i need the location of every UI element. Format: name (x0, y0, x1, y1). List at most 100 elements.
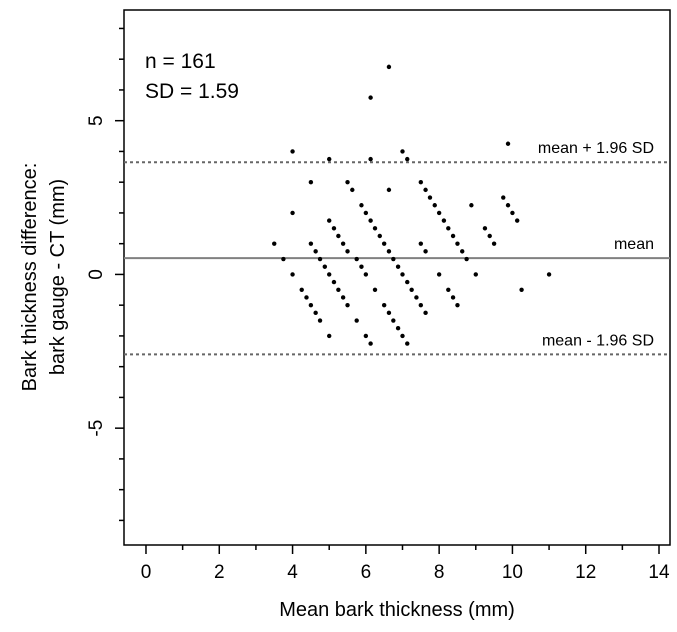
data-point (345, 249, 350, 254)
data-point (345, 179, 350, 185)
data-point (446, 287, 451, 292)
ref-line-label: mean (614, 236, 654, 253)
stat-n: n = 161 (145, 50, 216, 73)
data-point (354, 256, 359, 262)
data-point (418, 302, 424, 308)
data-point (400, 272, 405, 277)
data-point (322, 264, 328, 269)
data-point (423, 310, 428, 316)
data-point (340, 241, 346, 246)
data-point (514, 218, 520, 223)
data-point (405, 341, 410, 346)
x-axis-ticks: 0 2 4 6 8 10 12 14 (141, 545, 670, 583)
ref-line-label: mean + 1.96 SD (538, 140, 654, 157)
x-axis-label: Mean bark thickness (mm) (279, 599, 515, 621)
data-point (395, 326, 401, 331)
x-tick-label: 2 (214, 562, 225, 583)
y-tick-label: 5 (86, 115, 107, 126)
y-axis-label-line2: bark gauge - CT (mm) (47, 179, 69, 375)
data-point (414, 295, 419, 300)
data-point (473, 272, 478, 277)
data-point (441, 218, 447, 223)
data-point (308, 179, 314, 185)
x-tick-label: 10 (502, 562, 523, 583)
reference-lines: mean + 1.96 SD mean mean - 1.96 SD (124, 140, 670, 356)
data-point (372, 226, 378, 231)
x-tick-label: 8 (434, 562, 445, 583)
data-point (354, 318, 359, 323)
data-point (363, 272, 369, 277)
data-point (290, 210, 295, 216)
data-point (423, 187, 428, 193)
data-point (427, 195, 433, 200)
data-point (409, 287, 414, 292)
data-point (400, 149, 405, 154)
data-point (464, 256, 469, 262)
data-point (395, 264, 401, 269)
data-point (460, 249, 465, 254)
data-point (487, 233, 492, 239)
data-point (368, 341, 373, 346)
data-point (510, 210, 515, 216)
data-point (327, 156, 332, 162)
data-point (368, 95, 373, 100)
data-point (400, 333, 405, 339)
data-point (469, 203, 474, 208)
data-point (505, 203, 511, 208)
ref-line-label: mean - 1.96 SD (542, 332, 654, 349)
data-point (368, 156, 373, 162)
data-point (386, 310, 392, 316)
data-point (546, 272, 552, 277)
data-point (317, 256, 323, 262)
data-point (272, 241, 277, 246)
data-point (317, 318, 323, 323)
x-tick-label: 6 (361, 562, 372, 583)
data-point (418, 179, 424, 185)
y-tick-label: -5 (86, 420, 107, 437)
data-point (299, 287, 304, 292)
data-point (350, 187, 355, 193)
data-point (359, 264, 364, 269)
y-axis-ticks: -5 0 5 (86, 27, 124, 522)
data-point (327, 272, 332, 277)
data-point (381, 302, 387, 308)
data-point (331, 226, 337, 231)
data-point (377, 233, 382, 239)
data-point (405, 279, 410, 285)
plot-frame (123, 9, 671, 546)
data-point (363, 333, 369, 339)
data-point (336, 287, 341, 292)
data-point (304, 295, 309, 300)
data-point (308, 302, 314, 308)
data-point (331, 279, 337, 285)
y-tick-label: 0 (86, 269, 107, 280)
stat-sd: SD = 1.59 (145, 80, 239, 103)
data-point (336, 233, 341, 239)
data-point (391, 256, 396, 262)
data-point (455, 302, 460, 308)
data-point (491, 241, 497, 246)
data-point (482, 226, 488, 231)
data-point (313, 249, 318, 254)
data-point (519, 287, 524, 292)
data-point (386, 64, 392, 70)
data-point (308, 241, 314, 246)
x-tick-label: 12 (575, 562, 596, 583)
data-point (313, 310, 318, 316)
data-point (368, 218, 373, 223)
data-points (272, 64, 552, 346)
data-point (340, 295, 346, 300)
data-point (327, 333, 332, 339)
data-point (363, 210, 369, 216)
data-point (381, 241, 387, 246)
data-point (386, 187, 392, 193)
data-point (436, 272, 442, 277)
data-point (505, 141, 511, 146)
data-point (446, 226, 451, 231)
data-point (432, 203, 437, 208)
data-point (290, 272, 295, 277)
data-point (405, 156, 410, 162)
data-point (436, 210, 442, 216)
data-point (423, 249, 428, 254)
